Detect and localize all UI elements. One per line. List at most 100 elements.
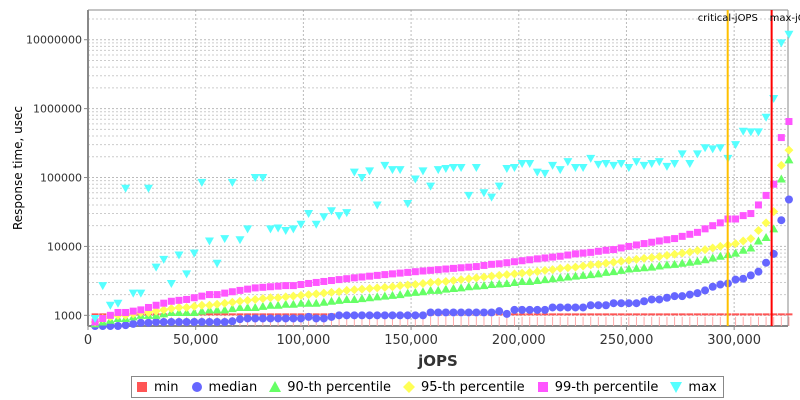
point-90-th-percentile: [708, 253, 718, 262]
point-median: [525, 305, 534, 314]
point-max: [692, 150, 702, 159]
point-90-th-percentile: [525, 276, 535, 285]
point-median: [601, 301, 610, 310]
point-99-th-percentile: [472, 263, 480, 271]
point-95-th-percentile: [258, 294, 268, 304]
point-99-th-percentile: [617, 244, 625, 252]
point-max: [159, 255, 169, 264]
point-median: [678, 292, 687, 301]
point-max: [563, 158, 573, 167]
point-95-th-percentile: [151, 306, 161, 316]
point-95-th-percentile: [532, 267, 542, 277]
point-99-th-percentile: [274, 282, 282, 290]
point-99-th-percentile: [777, 134, 785, 142]
point-90-th-percentile: [761, 232, 771, 241]
point-median: [510, 305, 519, 314]
point-max: [319, 213, 329, 222]
point-max: [479, 189, 489, 198]
point-95-th-percentile: [433, 277, 443, 287]
point-max: [212, 259, 222, 268]
point-90-th-percentile: [227, 304, 237, 313]
point-99-th-percentile: [198, 292, 206, 300]
point-median: [777, 216, 786, 225]
point-99-th-percentile: [244, 285, 252, 293]
point-95-th-percentile: [502, 270, 512, 280]
point-min: [297, 313, 305, 316]
point-median: [449, 308, 458, 317]
point-median: [479, 308, 488, 317]
point-max: [342, 209, 352, 218]
point-min: [244, 313, 252, 316]
point-median: [647, 295, 656, 304]
point-median: [258, 314, 267, 323]
point-95-th-percentile: [609, 257, 619, 267]
point-median: [670, 292, 679, 301]
point-99-th-percentile: [228, 288, 236, 296]
point-99-th-percentile: [297, 281, 305, 289]
point-90-th-percentile: [494, 279, 504, 288]
point-90-th-percentile: [410, 287, 420, 296]
point-99-th-percentile: [594, 247, 602, 255]
point-median: [739, 274, 748, 283]
point-99-th-percentile: [442, 265, 450, 273]
point-95-th-percentile: [448, 276, 458, 286]
point-95-th-percentile: [159, 305, 169, 315]
point-99-th-percentile: [167, 297, 175, 305]
point-min: [571, 313, 579, 316]
point-99-th-percentile: [411, 268, 419, 276]
point-95-th-percentile: [342, 285, 352, 295]
point-median: [205, 318, 214, 327]
point-median: [548, 303, 557, 312]
point-90-th-percentile: [311, 298, 321, 307]
point-90-th-percentile: [426, 285, 436, 294]
point-min: [282, 313, 290, 316]
point-99-th-percentile: [457, 264, 465, 272]
point-95-th-percentile: [517, 268, 527, 278]
point-99-th-percentile: [739, 212, 747, 220]
point-max: [326, 207, 336, 216]
point-median: [418, 311, 427, 320]
point-median: [609, 299, 618, 308]
point-min: [663, 313, 671, 316]
point-max: [464, 191, 474, 200]
x-tick-label: 200,000: [492, 333, 546, 348]
point-99-th-percentile: [709, 222, 717, 230]
point-max: [753, 128, 763, 137]
point-99-th-percentile: [510, 258, 518, 266]
point-median: [167, 318, 176, 327]
point-90-th-percentile: [532, 276, 542, 285]
point-95-th-percentile: [700, 245, 710, 255]
point-90-th-percentile: [273, 300, 283, 309]
point-min: [579, 313, 587, 316]
point-99-th-percentile: [655, 237, 663, 245]
point-95-th-percentile: [288, 291, 298, 301]
point-min: [678, 313, 686, 316]
point-max: [90, 314, 100, 323]
point-95-th-percentile: [761, 218, 771, 228]
point-min: [754, 313, 762, 316]
point-90-th-percentile: [265, 300, 275, 309]
point-99-th-percentile: [663, 236, 671, 244]
legend-label: 95-th percentile: [420, 379, 525, 395]
point-min: [266, 313, 274, 316]
point-median: [472, 308, 481, 317]
point-max: [471, 163, 481, 172]
point-95-th-percentile: [227, 297, 237, 307]
point-99-th-percentile: [251, 284, 259, 292]
point-99-th-percentile: [282, 282, 290, 290]
point-median: [235, 315, 244, 324]
point-90-th-percentile: [601, 267, 611, 276]
point-median: [784, 195, 793, 204]
legend-swatch-icon: [670, 382, 683, 393]
point-min: [251, 313, 259, 316]
point-median: [640, 297, 649, 306]
point-max: [708, 145, 718, 154]
point-median: [106, 322, 115, 330]
point-95-th-percentile: [563, 263, 573, 273]
y-axis-label: Response time, usec: [11, 106, 25, 230]
point-median: [190, 318, 199, 327]
point-99-th-percentile: [160, 299, 168, 307]
point-max: [365, 167, 375, 176]
point-median: [624, 299, 633, 308]
point-95-th-percentile: [220, 298, 230, 308]
